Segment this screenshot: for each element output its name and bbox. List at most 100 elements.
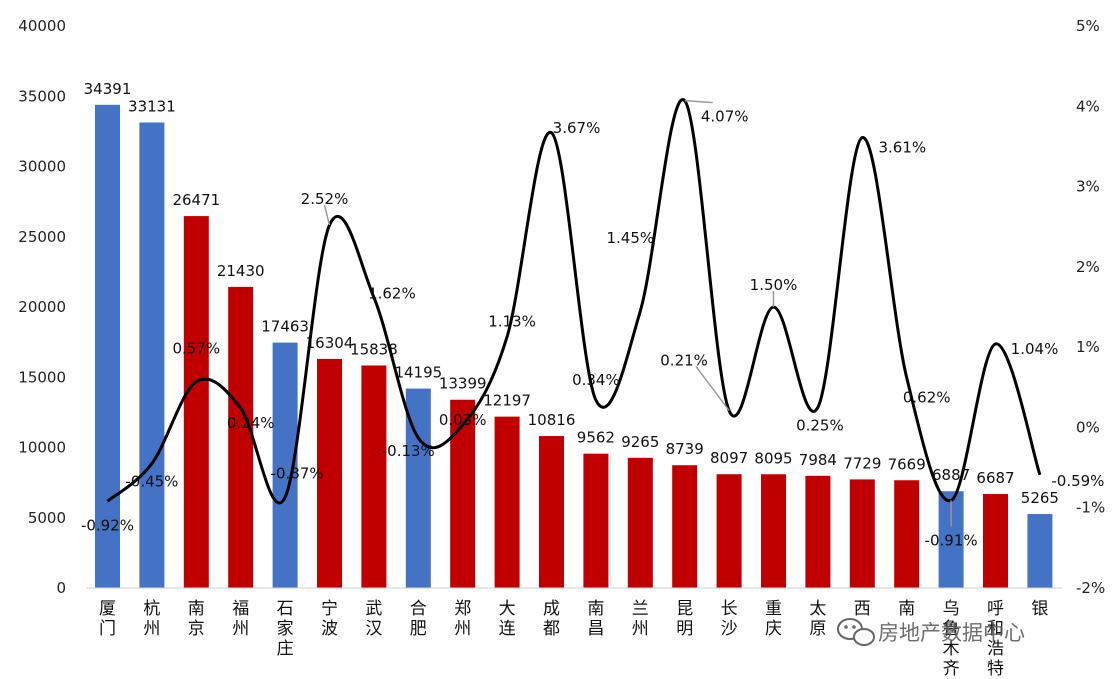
leader-line: [695, 366, 730, 412]
right-tick-label: 3%: [1076, 178, 1100, 196]
category-label: 长沙: [721, 599, 738, 639]
line-value-label: -0.92%: [81, 516, 134, 534]
category-label: 银: [1031, 599, 1048, 619]
left-tick-label: 40000: [18, 17, 66, 35]
bar: [317, 358, 342, 588]
left-tick-label: 30000: [18, 158, 66, 176]
category-label: 石家庄: [277, 599, 294, 659]
bar: [361, 365, 387, 588]
bar: [849, 479, 875, 588]
bar-value-label: 26471: [172, 191, 220, 209]
left-tick-label: 0: [56, 579, 66, 597]
watermark: 房地产数据中心: [837, 618, 1025, 646]
line-value-label: 4.07%: [701, 108, 749, 126]
line-value-label: 0.21%: [660, 352, 708, 370]
right-tick-label: 5%: [1076, 17, 1100, 35]
bar-series: [95, 104, 1053, 588]
bar: [95, 104, 120, 588]
right-tick-label: 1%: [1076, 338, 1100, 356]
bar-value-label: 7669: [888, 455, 926, 473]
bar-value-label: 34391: [84, 80, 132, 98]
line-value-label: 2.52%: [301, 190, 349, 208]
left-tick-label: 20000: [18, 298, 66, 316]
category-label: 兰州: [632, 599, 649, 639]
bar-value-label: 15838: [350, 340, 398, 358]
line-value-label: 1.50%: [750, 276, 798, 294]
category-label: 昆明: [676, 599, 693, 639]
line-value-label: 0.62%: [903, 389, 951, 407]
category-label: 南昌: [587, 599, 604, 639]
bar: [539, 436, 564, 588]
bar-value-label: 8095: [754, 449, 792, 467]
category-label: 重庆: [765, 599, 782, 639]
bar: [583, 453, 609, 588]
bar-value-label: 6687: [976, 469, 1014, 487]
category-label: 南京: [188, 599, 205, 639]
category-label: 厦门: [99, 599, 116, 639]
line-value-label: 0.25%: [796, 416, 844, 434]
bar-value-label: 33131: [128, 98, 176, 116]
line-value-label: 3.61%: [878, 139, 926, 157]
line-value-label: 1.45%: [606, 229, 654, 247]
bar: [805, 475, 831, 588]
category-label: 福州: [232, 599, 249, 639]
bar-value-label: 16304: [306, 334, 354, 352]
line-value-label: -0.13%: [382, 442, 435, 460]
bar: [139, 122, 165, 588]
line-value-label: 3.67%: [553, 119, 601, 137]
bar: [450, 399, 476, 588]
category-label: 太原: [809, 599, 826, 639]
wechat-icon: [837, 618, 875, 646]
bar-value-label: 5265: [1021, 489, 1059, 507]
leader-line: [684, 99, 713, 104]
line-value-label: 0.34%: [572, 371, 620, 389]
left-tick-label: 25000: [18, 228, 66, 246]
left-tick-label: 5000: [28, 509, 66, 527]
line-value-label: 0.24%: [227, 414, 275, 432]
category-label: 合肥: [410, 599, 427, 639]
line-value-label: -0.91%: [925, 531, 978, 549]
right-tick-label: 2%: [1076, 258, 1100, 276]
bar: [183, 216, 209, 588]
category-label: 郑州: [454, 599, 471, 639]
line-value-label: -0.87%: [271, 464, 324, 482]
bar-value-label: 13399: [439, 375, 487, 393]
category-label: 宁波: [321, 599, 338, 639]
line-value-label: 0.57%: [172, 340, 220, 358]
line-value-label: 1.62%: [368, 284, 416, 302]
bar: [1027, 514, 1053, 588]
line-labels: -0.92% -0.45% 0.57% 0.24% -0.87% 2.52% 1.62% -0…: [81, 99, 1104, 549]
category-label: 大连: [499, 599, 516, 639]
right-axis: -2% -1% 0% 1% 2% 3% 4% 5%: [1076, 17, 1105, 597]
bar-value-label: 9265: [621, 433, 659, 451]
line-value-label: -0.59%: [1051, 472, 1104, 490]
bar-value-label: 21430: [217, 262, 265, 280]
bar: [627, 457, 653, 588]
bar: [716, 474, 742, 588]
category-label: 呼和浩特: [987, 599, 1004, 679]
leader-line: [323, 204, 331, 226]
category-label: 武汉: [365, 599, 382, 639]
bar: [761, 474, 786, 588]
line-series: [106, 98, 1042, 505]
bar-value-label: 17463: [261, 318, 309, 336]
right-tick-label: 4%: [1076, 97, 1100, 115]
bar: [672, 465, 698, 588]
left-tick-label: 35000: [18, 87, 66, 105]
left-tick-label: 15000: [18, 368, 66, 386]
category-label: 乌鲁木齐: [943, 599, 960, 679]
right-tick-label: 0%: [1076, 418, 1100, 436]
bar: [894, 480, 920, 588]
bar-value-label: 10816: [528, 411, 576, 429]
bar: [983, 494, 1008, 588]
bar: [494, 416, 520, 588]
line-value-label: 0.03%: [439, 411, 487, 429]
right-tick-label: -1%: [1076, 499, 1105, 517]
line-value-label: 1.04%: [1011, 340, 1059, 358]
category-label: 成都: [543, 599, 560, 639]
bar-value-label: 8097: [710, 449, 748, 467]
category-label: 南: [898, 599, 915, 619]
